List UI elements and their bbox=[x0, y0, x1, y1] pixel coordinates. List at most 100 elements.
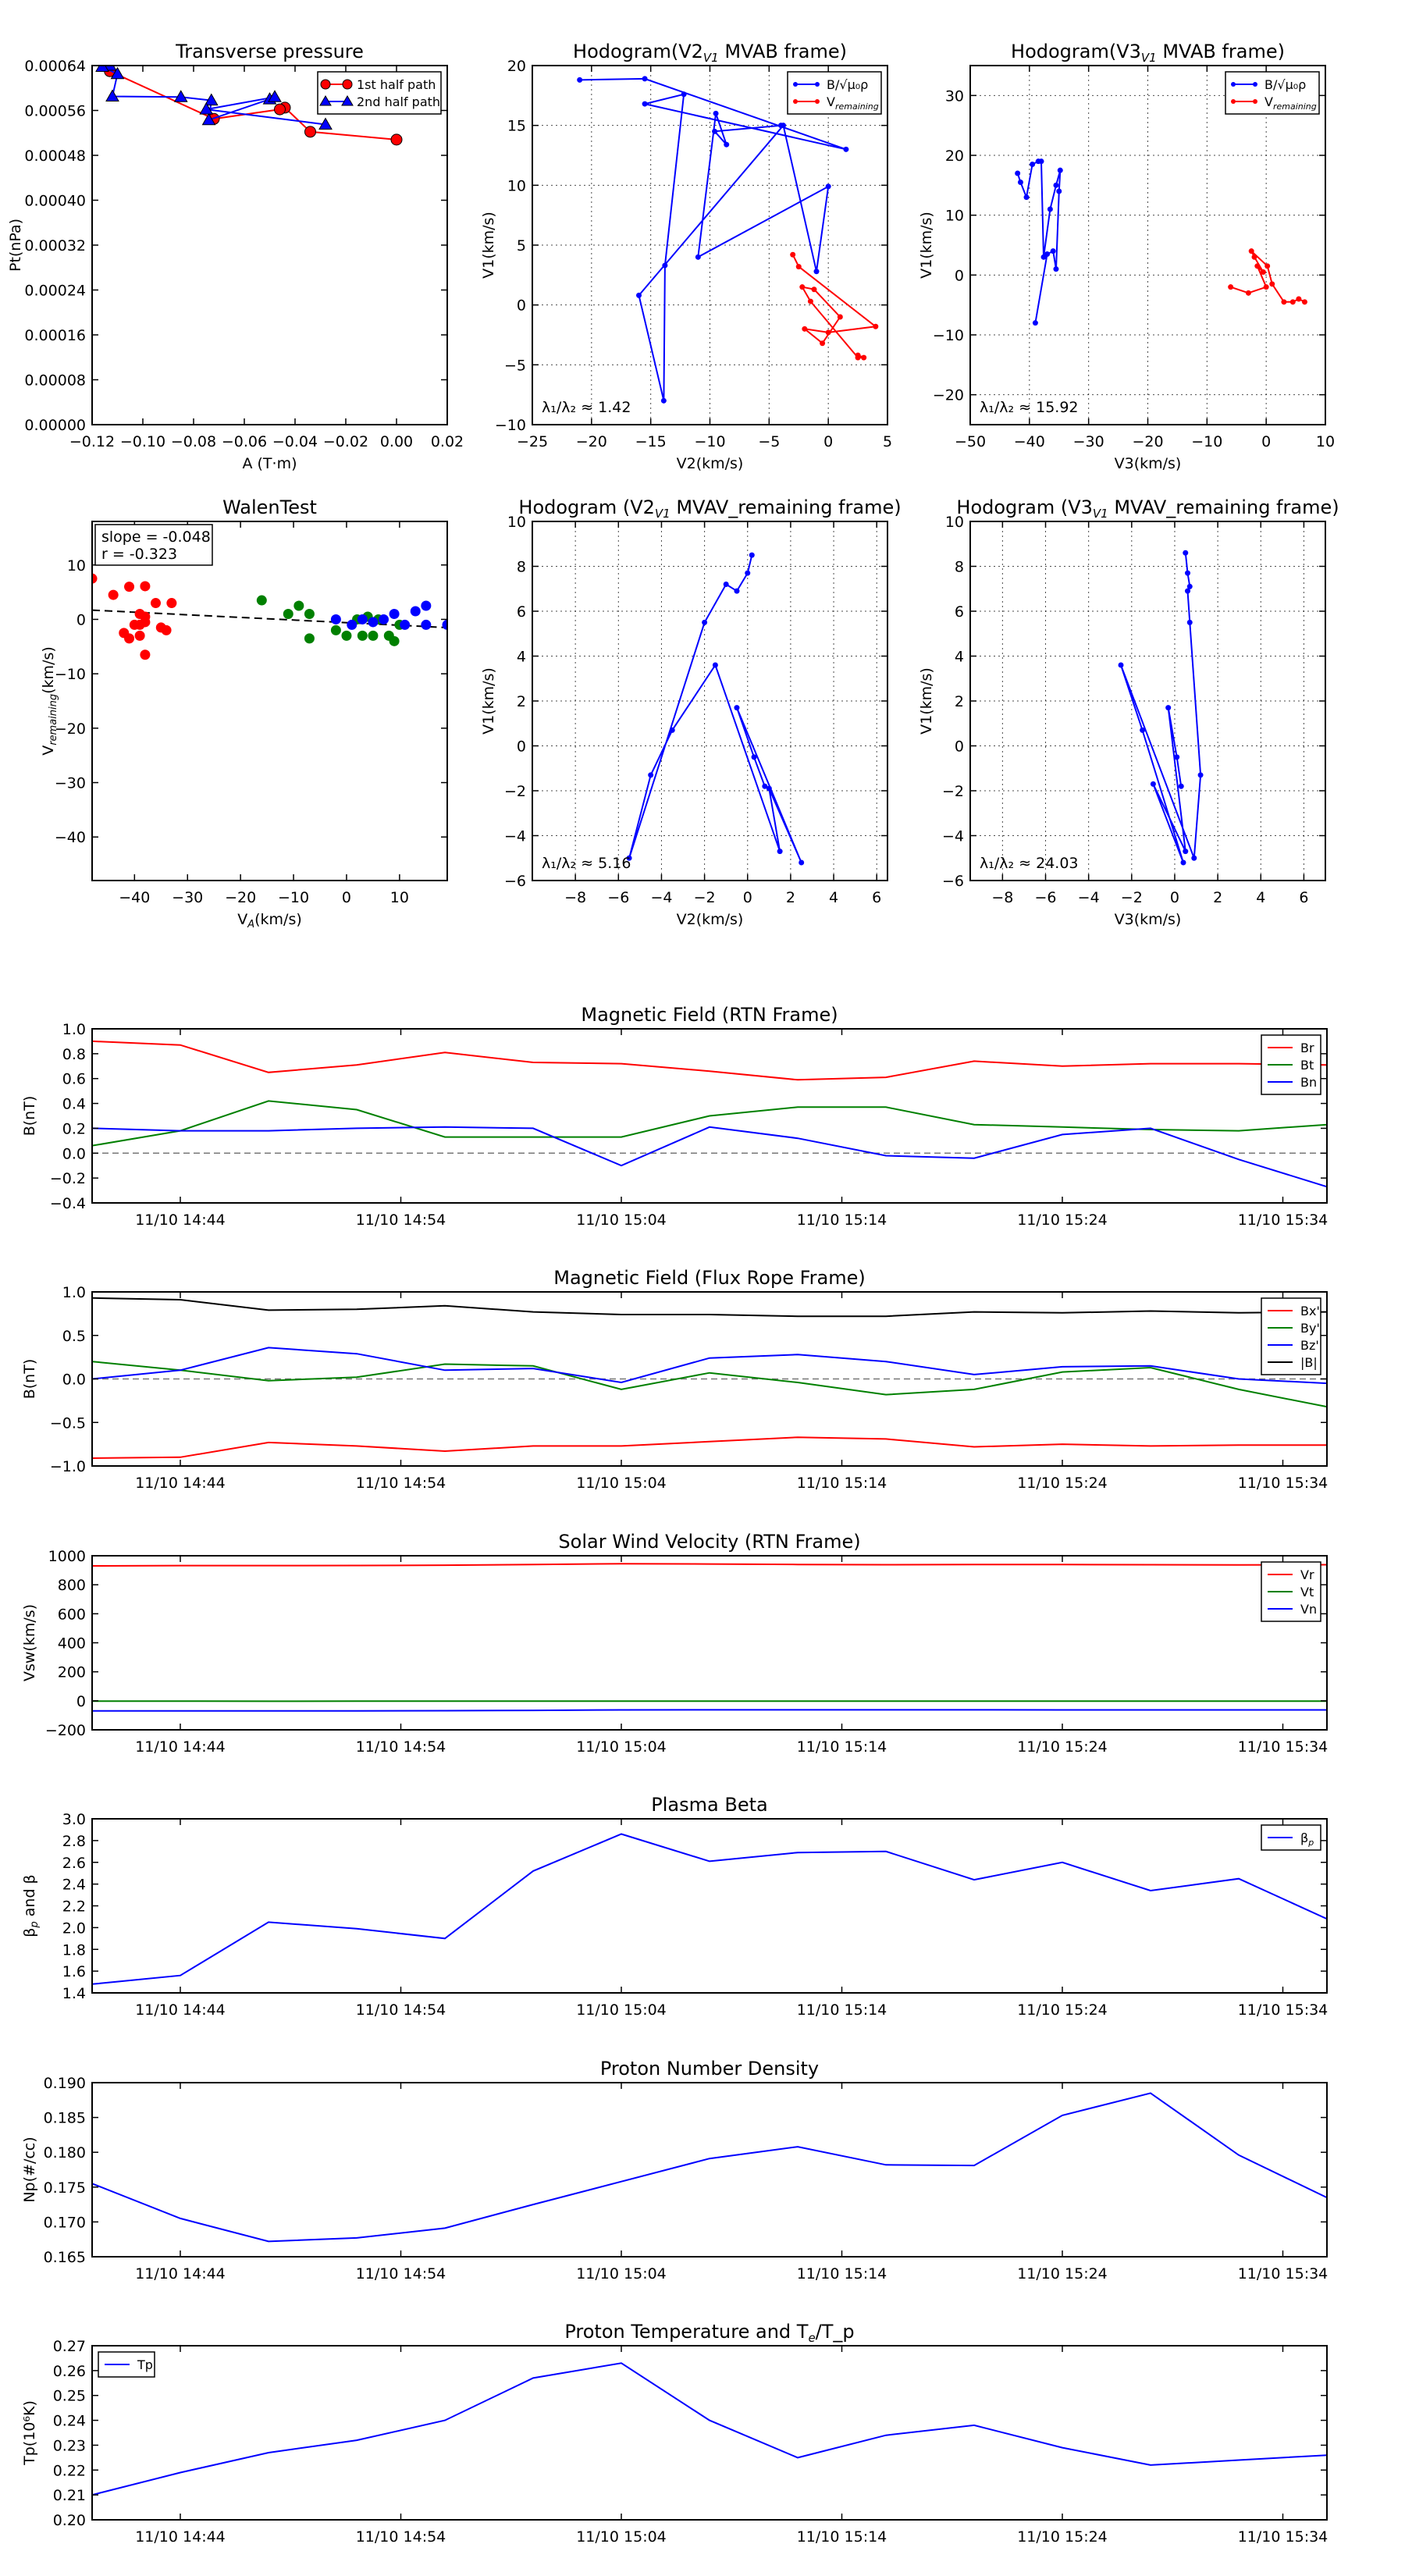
x-tick-label: 11/10 15:24 bbox=[1017, 2265, 1108, 2282]
x-tick-label: −40 bbox=[119, 889, 150, 906]
legend-label: Vremaining bbox=[827, 94, 879, 112]
data-point bbox=[357, 614, 368, 624]
y-tick-label: 1.8 bbox=[62, 1941, 86, 1959]
x-tick-label: −0.02 bbox=[323, 433, 368, 450]
x-tick-label: −40 bbox=[1014, 433, 1045, 450]
x-tick-label: −0.06 bbox=[222, 433, 267, 450]
chart-tp: −0.12 −0.10 −0.08 −0.06 −0.04 −0.02 0.00 0.02 0.… bbox=[7, 41, 464, 472]
x-tick-label: −30 bbox=[1073, 433, 1104, 450]
data-point bbox=[1044, 251, 1051, 257]
data-point bbox=[400, 619, 411, 630]
series-line bbox=[628, 554, 802, 863]
y-tick-label: 0.00000 bbox=[24, 417, 86, 434]
chart-mag: 11/10 14:44 11/10 14:54 11/10 15:04 11/10 1… bbox=[21, 1004, 1328, 1229]
x-tick-label: −10 bbox=[1191, 433, 1222, 450]
x-tick-label: 11/10 15:04 bbox=[576, 1212, 667, 1229]
y-tick-label: 0 bbox=[76, 1693, 86, 1710]
x-tick-label: 11/10 15:24 bbox=[1017, 2001, 1108, 2019]
y-tick-label: 0.6 bbox=[62, 1071, 86, 1088]
ratio-annotation: λ₁/λ₂ ≈ 1.42 bbox=[542, 399, 631, 416]
x-tick-label: 11/10 14:54 bbox=[356, 1212, 446, 1229]
data-point bbox=[421, 619, 432, 630]
x-tick-label: 11/10 14:44 bbox=[135, 1475, 226, 1492]
data-point bbox=[855, 352, 861, 358]
data-point bbox=[105, 89, 119, 102]
data-point bbox=[1269, 281, 1275, 287]
y-tick-label: −40 bbox=[55, 829, 86, 846]
y-tick-label: −4 bbox=[504, 828, 526, 845]
series-group bbox=[626, 552, 805, 866]
legend-marker bbox=[342, 79, 353, 90]
x-tick-label: −15 bbox=[635, 433, 667, 450]
legend: βp bbox=[1261, 1824, 1321, 1851]
data-point bbox=[745, 570, 751, 576]
x-tick-label: 11/10 15:34 bbox=[1238, 1212, 1329, 1229]
legend-marker bbox=[793, 99, 798, 104]
y-tick-label: 1.0 bbox=[62, 1284, 86, 1301]
data-point bbox=[124, 582, 135, 592]
data-point bbox=[201, 112, 216, 126]
y-tick-label: −10 bbox=[55, 666, 86, 683]
data-point bbox=[778, 123, 784, 129]
x-tick-label: −50 bbox=[955, 433, 986, 450]
y-tick-label: −5 bbox=[504, 357, 526, 374]
series-line bbox=[92, 2092, 1327, 2243]
y-tick-label: 4 bbox=[517, 649, 526, 666]
y-tick-label: 20 bbox=[945, 148, 964, 165]
x-tick-label: 11/10 14:54 bbox=[356, 2001, 446, 2019]
y-tick-label: −200 bbox=[45, 1722, 86, 1739]
y-tick-label: 2.6 bbox=[62, 1855, 86, 1872]
data-point bbox=[636, 292, 642, 298]
x-tick-label: −25 bbox=[517, 433, 548, 450]
x-tick-label: −8 bbox=[564, 889, 586, 906]
data-point bbox=[1023, 194, 1030, 201]
data-point bbox=[161, 624, 172, 635]
data-point bbox=[790, 251, 796, 258]
stats-text: slope = -0.048 bbox=[101, 528, 211, 546]
legend-label: B/√μ₀ρ bbox=[1264, 77, 1306, 92]
data-point bbox=[1180, 859, 1186, 866]
data-point bbox=[807, 298, 813, 304]
legend-label: Bz' bbox=[1300, 1338, 1319, 1353]
y-tick-label: 6 bbox=[955, 603, 964, 621]
data-point bbox=[1186, 619, 1193, 625]
data-point bbox=[642, 76, 648, 82]
data-point bbox=[1057, 167, 1063, 173]
data-point bbox=[861, 354, 867, 361]
data-point bbox=[1053, 182, 1059, 188]
data-point bbox=[204, 93, 219, 106]
y-tick-label: 0.190 bbox=[44, 2075, 86, 2092]
x-tick-label: 11/10 15:14 bbox=[797, 1738, 887, 1756]
y-tick-label: 8 bbox=[517, 559, 526, 576]
series-line bbox=[579, 77, 847, 401]
y-tick-label: 8 bbox=[955, 559, 964, 576]
y-tick-label: 2.4 bbox=[62, 1877, 86, 1894]
x-tick-label: 11/10 15:34 bbox=[1238, 2528, 1329, 2546]
y-tick-label: 800 bbox=[58, 1577, 86, 1594]
data-point bbox=[1174, 754, 1180, 760]
x-tick-label: 0 bbox=[1261, 433, 1271, 450]
y-tick-label: 5 bbox=[517, 237, 526, 254]
x-tick-label: 6 bbox=[872, 889, 881, 906]
legend-box bbox=[1225, 71, 1320, 115]
x-tick-label: 11/10 15:04 bbox=[576, 1738, 667, 1756]
y-axis-label: V1(km/s) bbox=[480, 212, 497, 279]
data-point bbox=[1150, 781, 1156, 787]
y-tick-label: 0.20 bbox=[53, 2512, 86, 2529]
x-tick-label: 11/10 14:54 bbox=[356, 1738, 446, 1756]
data-point bbox=[734, 705, 740, 711]
data-point bbox=[681, 91, 687, 98]
legend-label: 2nd half path bbox=[357, 94, 440, 109]
series-group bbox=[92, 2362, 1327, 2496]
x-axis-label: VA(km/s) bbox=[237, 911, 302, 930]
series-group bbox=[92, 2092, 1327, 2243]
series-group bbox=[92, 1563, 1327, 1712]
y-tick-label: 200 bbox=[58, 1664, 86, 1681]
legend-marker bbox=[319, 95, 332, 106]
chart-title: Transverse pressure bbox=[175, 41, 364, 62]
data-point bbox=[799, 859, 805, 866]
data-point bbox=[843, 146, 849, 152]
x-tick-label: 11/10 15:34 bbox=[1238, 2001, 1329, 2019]
data-point bbox=[140, 581, 151, 592]
